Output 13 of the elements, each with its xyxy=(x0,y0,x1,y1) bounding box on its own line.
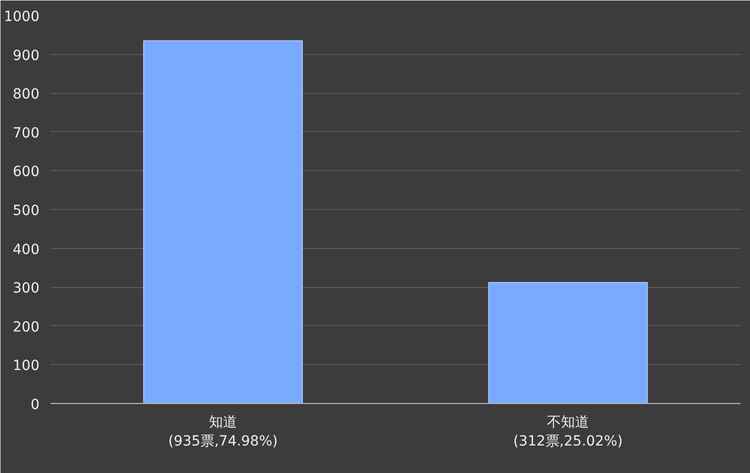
y-tick-label: 900 xyxy=(12,48,40,64)
x-tick-label: 不知道 (312票,25.02%) xyxy=(513,414,623,450)
y-tick-label: 1000 xyxy=(4,9,40,25)
y-tick-label: 700 xyxy=(12,125,40,142)
y-tick-label: 100 xyxy=(12,358,40,374)
x-tick-label: 知道 (935票,74.98%) xyxy=(168,414,278,450)
y-tick-label: 600 xyxy=(12,164,40,180)
y-tick-label: 0 xyxy=(30,397,40,413)
y-tick-label: 300 xyxy=(12,280,40,297)
y-tick-label: 400 xyxy=(12,242,40,258)
y-tick-label: 500 xyxy=(12,203,40,219)
y-tick-label: 200 xyxy=(12,319,40,336)
y-tick-label: 800 xyxy=(12,86,40,103)
